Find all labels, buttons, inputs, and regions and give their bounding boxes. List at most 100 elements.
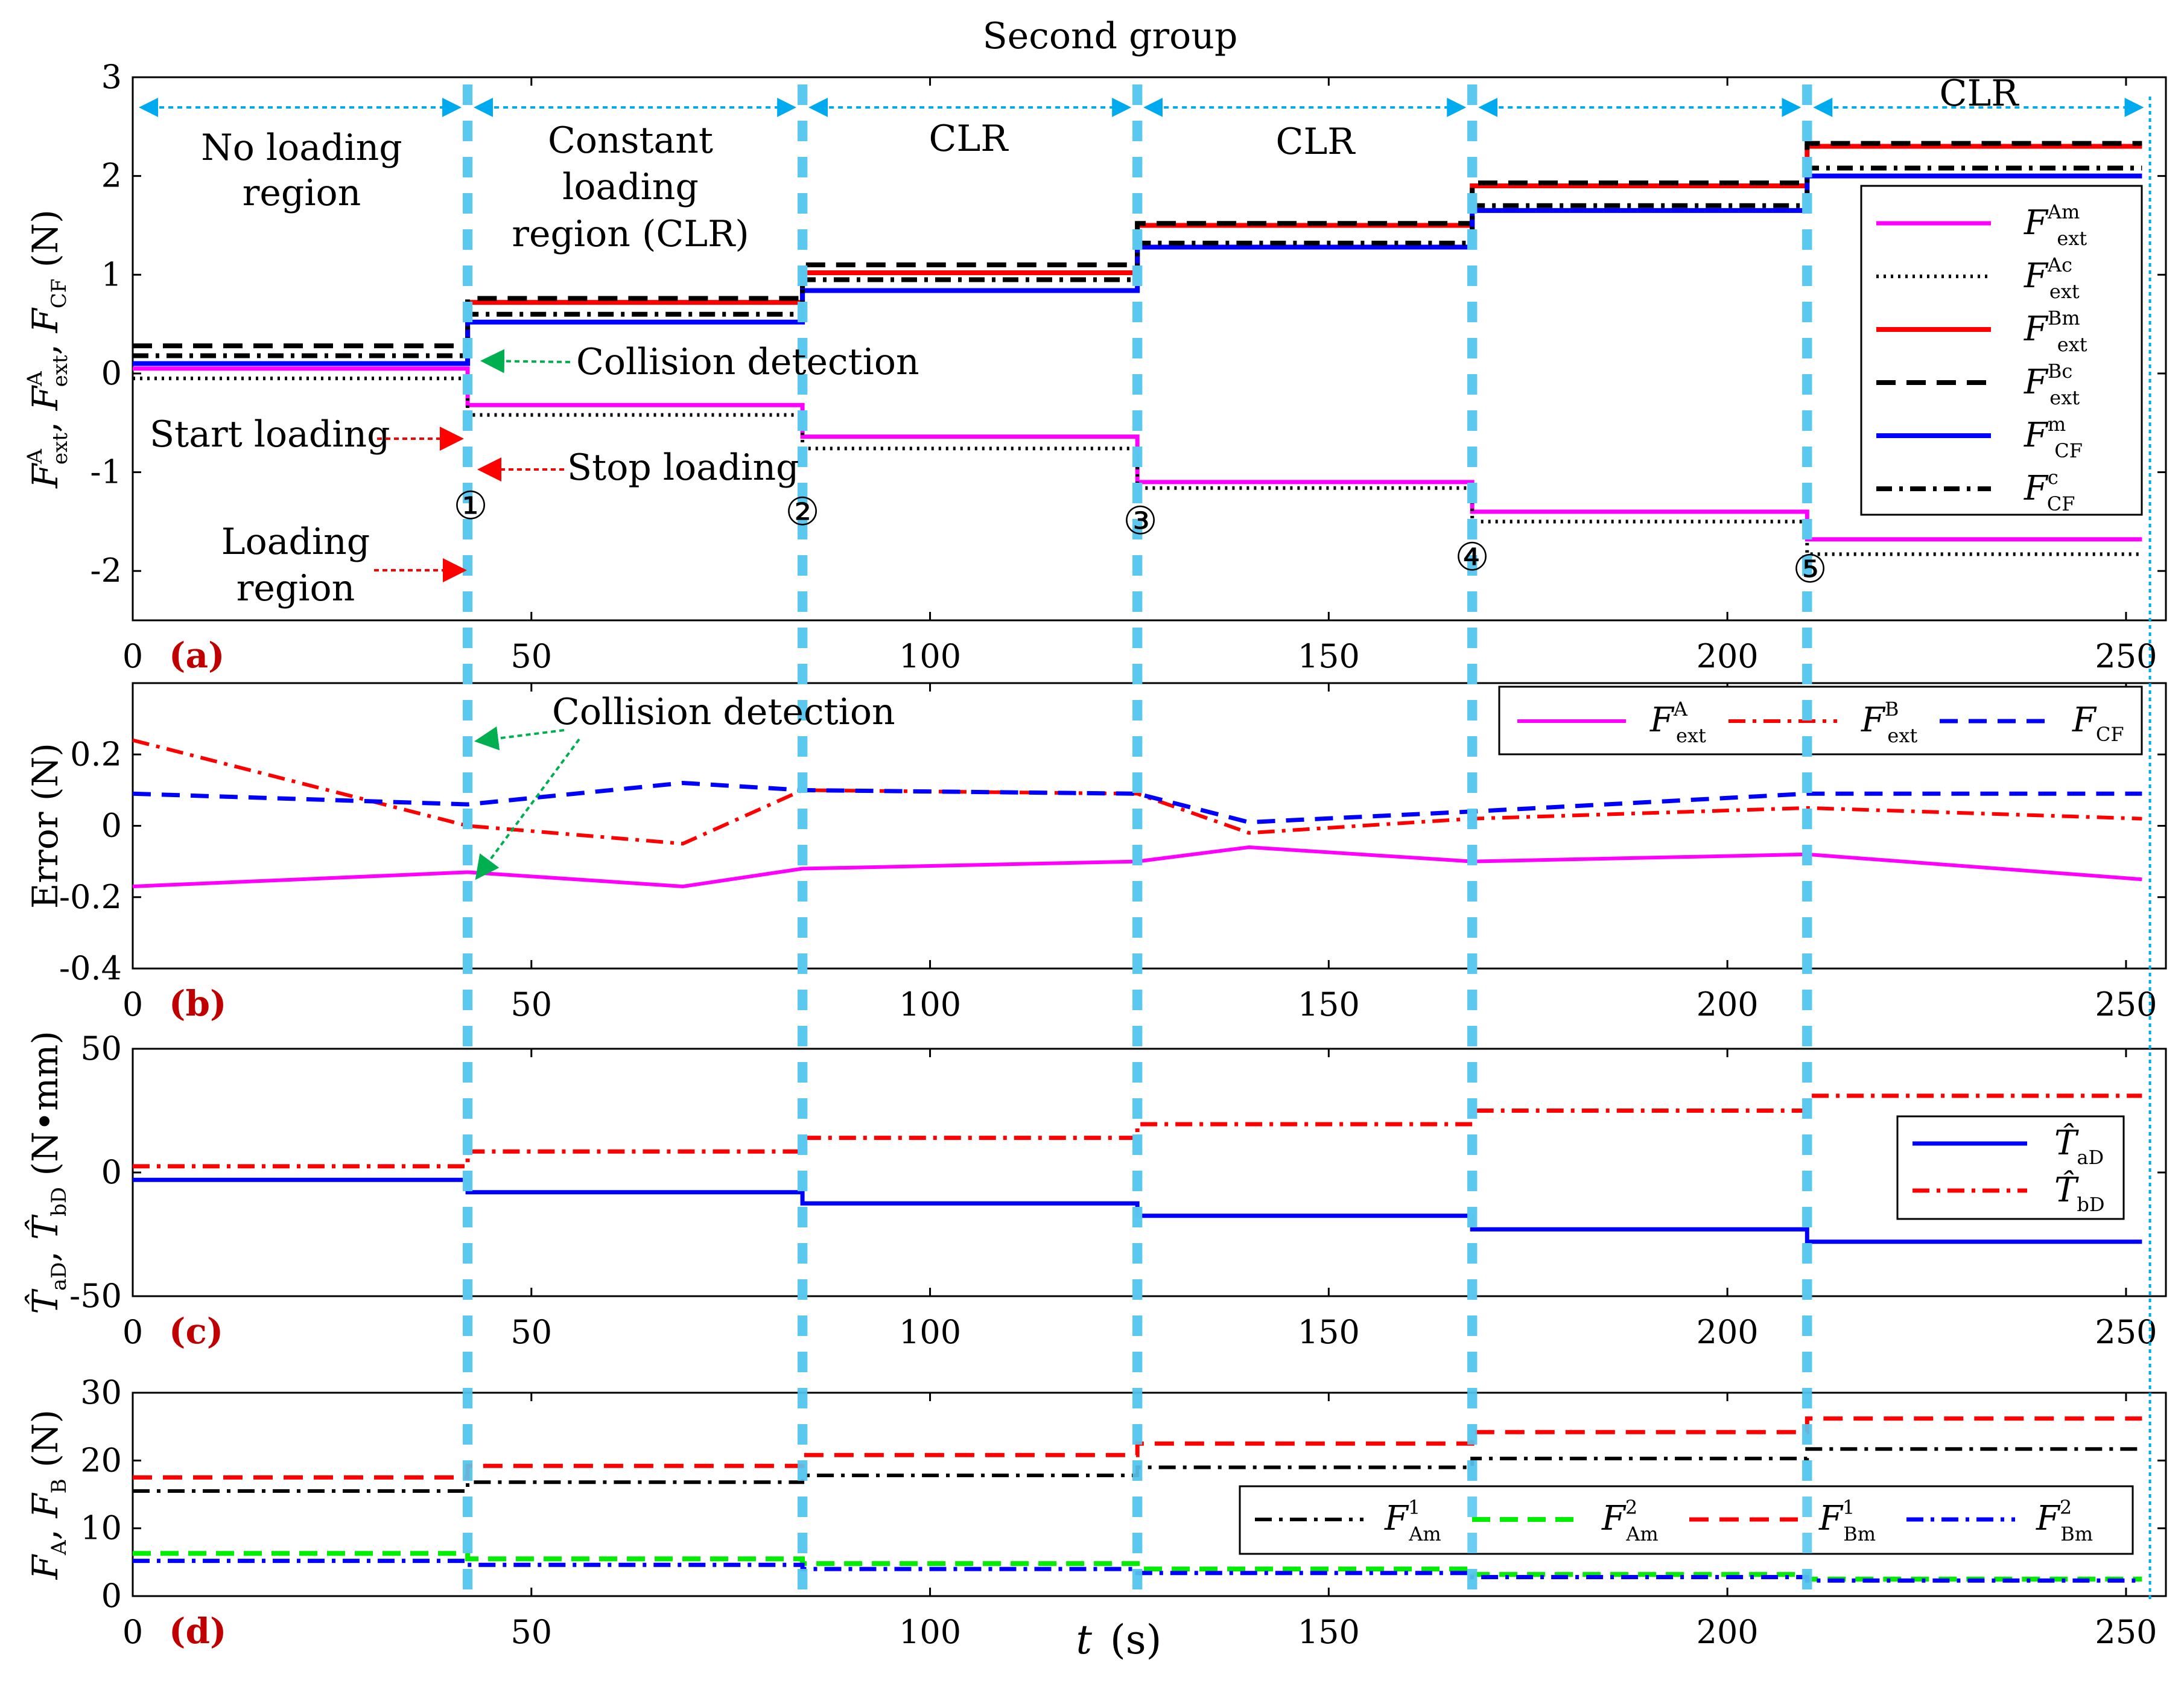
annotation-collision-detection: Collision detection: [576, 341, 919, 383]
phase-marker: ②: [785, 490, 819, 535]
panel-b: 0 50 100 150 200 250-0.4-0.200.2(b)FA ext FB ext…: [25, 84, 2167, 1602]
y-tick-label: 10: [80, 1509, 122, 1547]
phase-marker: ⑤: [1792, 547, 1827, 592]
plot-frame: [132, 1048, 2167, 1297]
annotations-b: Collision detection: [474, 691, 895, 880]
x-tick-label: 150: [1298, 1613, 1360, 1651]
x-tick-label: 250: [2095, 985, 2157, 1023]
legend-label: F1 Am: [1384, 1496, 1441, 1545]
y-axis-title: Error (N): [25, 743, 66, 909]
x-tick-label: 200: [1697, 1313, 1759, 1351]
figure-title: Second group: [983, 15, 1238, 57]
x-tick-label: 200: [1697, 1613, 1759, 1651]
x-axis-title-symbol: t: [1076, 1617, 1092, 1663]
x-tick-label: 200: [1697, 637, 1759, 675]
x-tick-label: 150: [1298, 985, 1360, 1023]
x-tick-label: 100: [899, 1613, 961, 1651]
region-label: CLR: [1940, 72, 2020, 115]
legend-box: [1860, 185, 2143, 516]
x-tick-label: 0: [122, 1313, 143, 1351]
legend-label: T̂bD: [2054, 1169, 2105, 1216]
annotation-stop-loading: Stop loading: [567, 447, 799, 489]
legend-label: Fm CF: [2024, 413, 2083, 462]
x-tick-label: 250: [2095, 1313, 2157, 1351]
legend-label: FBm ext: [2024, 307, 2087, 356]
y-tick-label: 20: [80, 1441, 122, 1479]
x-tick-label: 250: [2095, 637, 2157, 675]
series-b-3: [132, 780, 2142, 825]
legend-label: FCF: [2072, 701, 2124, 746]
annotation-arrow: [475, 738, 580, 880]
y-tick-label: 0: [101, 354, 122, 392]
plot-frame: [132, 1392, 2167, 1597]
y-tick-label: 0: [101, 1577, 122, 1615]
legend: FA ext FB ext FCF: [1498, 686, 2143, 756]
annotation-collision-detection-b: Collision detection: [552, 691, 895, 733]
legend-box: [1896, 1115, 2125, 1220]
phase-marker: ③: [1123, 499, 1157, 544]
x-tick-label: 0: [122, 985, 143, 1023]
phase-marker: ①: [453, 484, 487, 529]
y-tick-label: -2: [90, 552, 122, 590]
series-c-2: [133, 1093, 2142, 1169]
x-tick-label: 100: [899, 985, 961, 1023]
x-tick-label: 200: [1697, 985, 1759, 1023]
panel-label: (b): [169, 983, 226, 1024]
x-tick-label: 100: [899, 1313, 961, 1351]
annotation-arrow: [474, 726, 565, 751]
y-tick-label: 0: [101, 807, 122, 845]
annotation-loading-region: region: [236, 567, 355, 609]
phase-marker: ④: [1455, 535, 1489, 580]
legend-label: Fc CF: [2024, 466, 2075, 515]
legend-label: FB ext: [1861, 698, 1917, 747]
y-axis-title: FA, FB (N): [25, 1410, 71, 1580]
panel-label: (a): [169, 635, 224, 676]
y-tick-label: -0.4: [59, 949, 122, 987]
region-label: Constant: [548, 119, 713, 162]
legend-label: F2 Am: [1601, 1496, 1659, 1545]
y-tick-label: 30: [80, 1373, 122, 1411]
x-tick-label: 250: [2095, 1613, 2157, 1651]
y-tick-label: 0: [101, 1153, 122, 1191]
x-tick-label: 50: [510, 1613, 552, 1651]
x-axis-title: t (s): [1076, 1617, 1161, 1663]
panel-label: (d): [169, 1611, 226, 1652]
y-axis-title: T̂aD, T̂bD (N•mm): [24, 1031, 71, 1314]
region-label: No loading: [201, 127, 402, 169]
legend-label: FAm ext: [2024, 200, 2087, 250]
x-axis-title-unit: (s): [1110, 1617, 1161, 1663]
x-tick-label: 0: [122, 1613, 143, 1651]
x-tick-label: 150: [1298, 637, 1360, 675]
legend-box: [1239, 1485, 2134, 1555]
region-label: CLR: [1276, 121, 1356, 163]
x-tick-label: 150: [1298, 1313, 1360, 1351]
series-b-2: [132, 738, 2142, 846]
legend-label: F2 Bm: [2036, 1496, 2093, 1545]
legend-label: FBc ext: [2024, 360, 2080, 409]
region-label: region: [243, 172, 361, 214]
x-tick-label: 0: [122, 637, 143, 675]
legend: T̂aDT̂bD: [1896, 1115, 2125, 1220]
x-tick-label: 50: [510, 985, 552, 1023]
y-tick-label: -50: [69, 1277, 122, 1315]
region-label: loading: [562, 166, 699, 208]
legend-label: FA ext: [1649, 698, 1706, 747]
y-tick-label: 2: [101, 157, 122, 195]
annotation-loading-region: Loading: [221, 521, 370, 563]
y-tick-label: -1: [90, 453, 122, 491]
region-label: region (CLR): [512, 213, 749, 255]
region-label: CLR: [929, 118, 1009, 160]
y-tick-label: -0.2: [59, 878, 122, 916]
y-axis-title: FAext, FAext, FCF (N): [23, 209, 72, 489]
legend-label: T̂aD: [2054, 1122, 2104, 1169]
series-a-2: [133, 377, 2142, 556]
x-tick-label: 50: [510, 637, 552, 675]
y-tick-label: 3: [101, 58, 122, 96]
legend-label: FAc ext: [2024, 253, 2080, 303]
